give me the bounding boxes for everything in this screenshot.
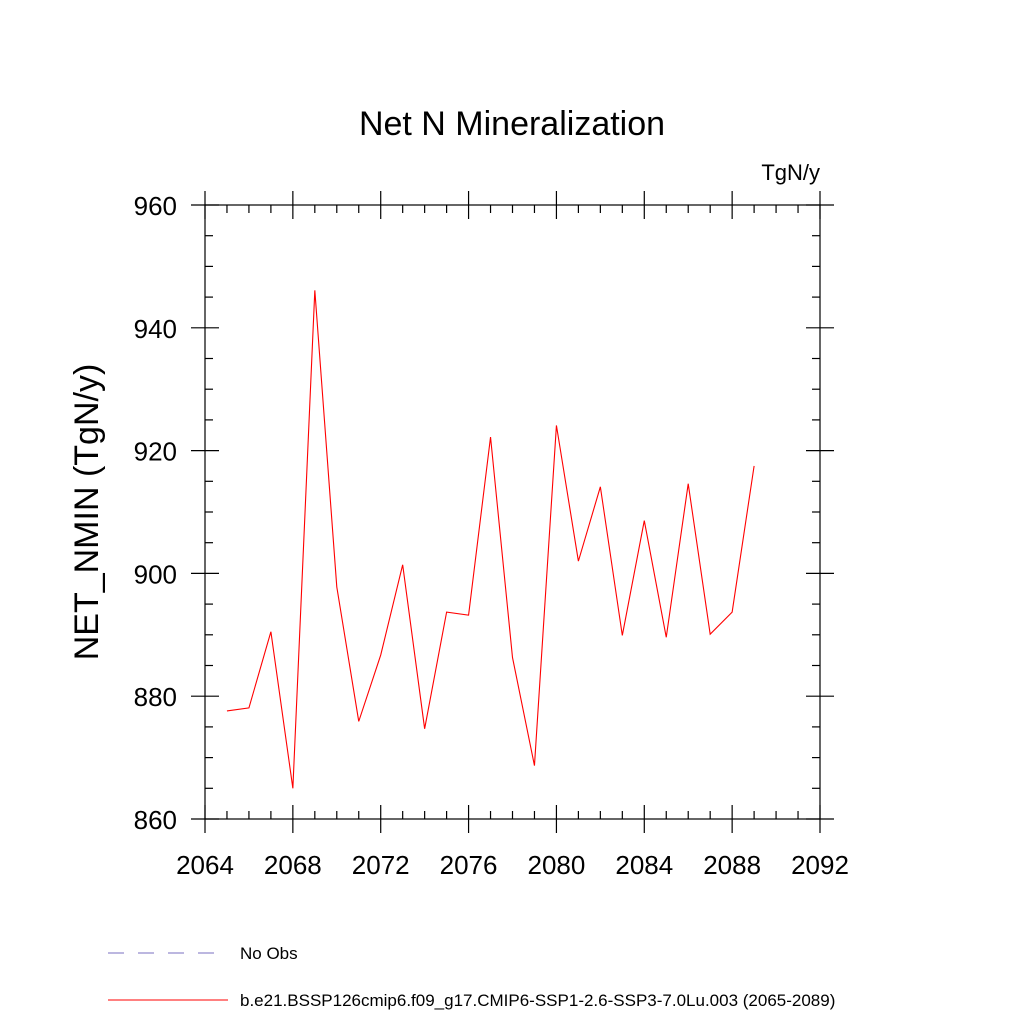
x-tick-label: 2084 — [615, 850, 673, 880]
x-tick-label: 2072 — [352, 850, 410, 880]
y-axis-label: NET_NMIN (TgN/y) — [68, 364, 106, 661]
y-tick-label: 860 — [134, 805, 177, 835]
chart-title: Net N Mineralization — [359, 105, 665, 143]
legend-label: b.e21.BSSP126cmip6.f09_g17.CMIP6-SSP1-2.… — [240, 991, 835, 1010]
x-tick-label: 2088 — [703, 850, 761, 880]
y-tick-label: 940 — [134, 314, 177, 344]
series-line — [226, 290, 755, 789]
series-layer — [226, 290, 755, 789]
y-tick-label: 900 — [134, 559, 177, 589]
legend: No Obs b.e21.BSSP126cmip6.f09_g17.CMIP6-S… — [108, 944, 835, 1010]
axis-ticks: 2064 2068 2072 2076 2080 2084 2088 2092 860 880 90… — [134, 191, 849, 880]
x-tick-label: 2076 — [440, 850, 498, 880]
x-tick-label: 2068 — [264, 850, 322, 880]
plot-frame — [204, 204, 821, 820]
x-tick-label: 2092 — [791, 850, 849, 880]
legend-label: No Obs — [240, 944, 298, 963]
y-tick-label: 920 — [134, 437, 177, 467]
units-label: TgN/y — [761, 160, 820, 185]
y-tick-label: 960 — [134, 191, 177, 221]
x-tick-label: 2064 — [176, 850, 234, 880]
x-tick-label: 2080 — [528, 850, 586, 880]
y-tick-label: 880 — [134, 682, 177, 712]
